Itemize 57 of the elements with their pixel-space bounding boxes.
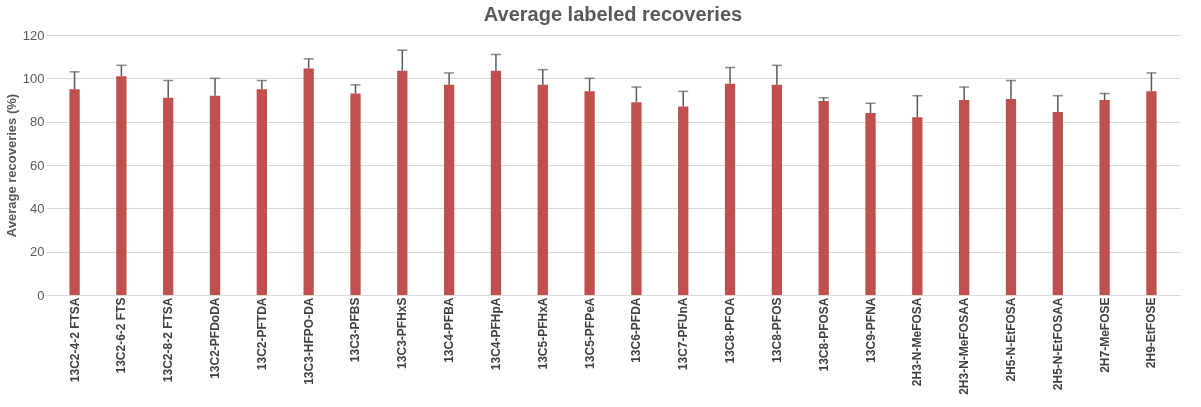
- bar: [116, 76, 127, 295]
- x-tick-label: 2H3-N-MeFOSA: [910, 297, 925, 387]
- chart-title: Average labeled recoveries: [483, 3, 743, 25]
- x-tick-label: 13C7-PFUnA: [676, 297, 691, 371]
- bar: [490, 70, 502, 295]
- y-tick-label: 0: [37, 287, 45, 303]
- bar: [584, 91, 595, 295]
- x-tick-label: 13C6-PFDA: [629, 297, 644, 363]
- bar: [631, 102, 642, 295]
- x-tick-label: 13C2-PFTDA: [254, 297, 269, 371]
- y-tick-label: 40: [30, 200, 45, 216]
- x-tick-label: 13C3-PFHxS: [395, 297, 410, 369]
- y-axis-title: Average recoveries (%): [3, 93, 19, 238]
- x-tick-label: 13C4-PFBA: [442, 297, 457, 363]
- bar: [1052, 111, 1063, 295]
- y-tick-label: 20: [30, 244, 45, 260]
- x-tick-label: 2H9-EtFOSE: [1144, 297, 1159, 369]
- x-tick-label: 13C2-4-2 FTSA: [67, 297, 82, 383]
- bar: [1099, 100, 1110, 295]
- bar: [1005, 98, 1017, 295]
- bar: [724, 83, 736, 295]
- bar: [163, 97, 174, 295]
- bar: [256, 89, 267, 295]
- bar: [350, 93, 361, 295]
- y-tick-label: 100: [22, 70, 45, 86]
- x-tick-label: 2H5-N-EtFOSA: [1003, 297, 1018, 382]
- x-tick-label: 2H5-N-EtFOSAA: [1050, 297, 1065, 391]
- bar: [303, 68, 314, 295]
- bar: [771, 84, 783, 295]
- y-tick-label: 120: [22, 27, 45, 43]
- x-tick-label: 13C2-8-2 FTSA: [161, 297, 176, 383]
- bar: [69, 89, 80, 295]
- x-tick-label: 13C5-PFHxA: [535, 297, 550, 370]
- bar: [537, 84, 548, 295]
- x-tick-label: 13C2-6-2 FTS: [114, 297, 129, 374]
- x-tick-label: 13C4-PFHpA: [488, 297, 503, 371]
- bar: [818, 101, 829, 295]
- y-tick-label: 80: [30, 114, 45, 130]
- bar: [397, 70, 408, 295]
- x-tick-label: 13C5-PFPeA: [582, 297, 597, 369]
- x-tick-label: 13C3-HFPO-DA: [301, 297, 316, 385]
- bar: [959, 100, 970, 295]
- x-tick-label: 2H3-N-MeFOSAA: [957, 297, 972, 395]
- y-tick-label: 60: [30, 157, 45, 173]
- x-tick-label: 13C8-PFOA: [723, 297, 738, 364]
- x-tick-label: 13C2-PFDoDA: [208, 297, 223, 379]
- bar: [209, 95, 221, 295]
- x-tick-label: 13C9-PFNA: [863, 297, 878, 363]
- bar: [912, 117, 923, 295]
- bar: [443, 84, 455, 295]
- x-tick-label: 13C8-PFOS: [769, 297, 784, 363]
- x-tick-label: 13C8-PFOSA: [816, 297, 831, 372]
- bar: [1146, 91, 1157, 295]
- bar: [865, 113, 876, 295]
- x-tick-label: 13C3-PFBS: [348, 297, 363, 363]
- bar: [678, 106, 689, 295]
- x-tick-label: 2H7-MeFOSE: [1097, 297, 1112, 373]
